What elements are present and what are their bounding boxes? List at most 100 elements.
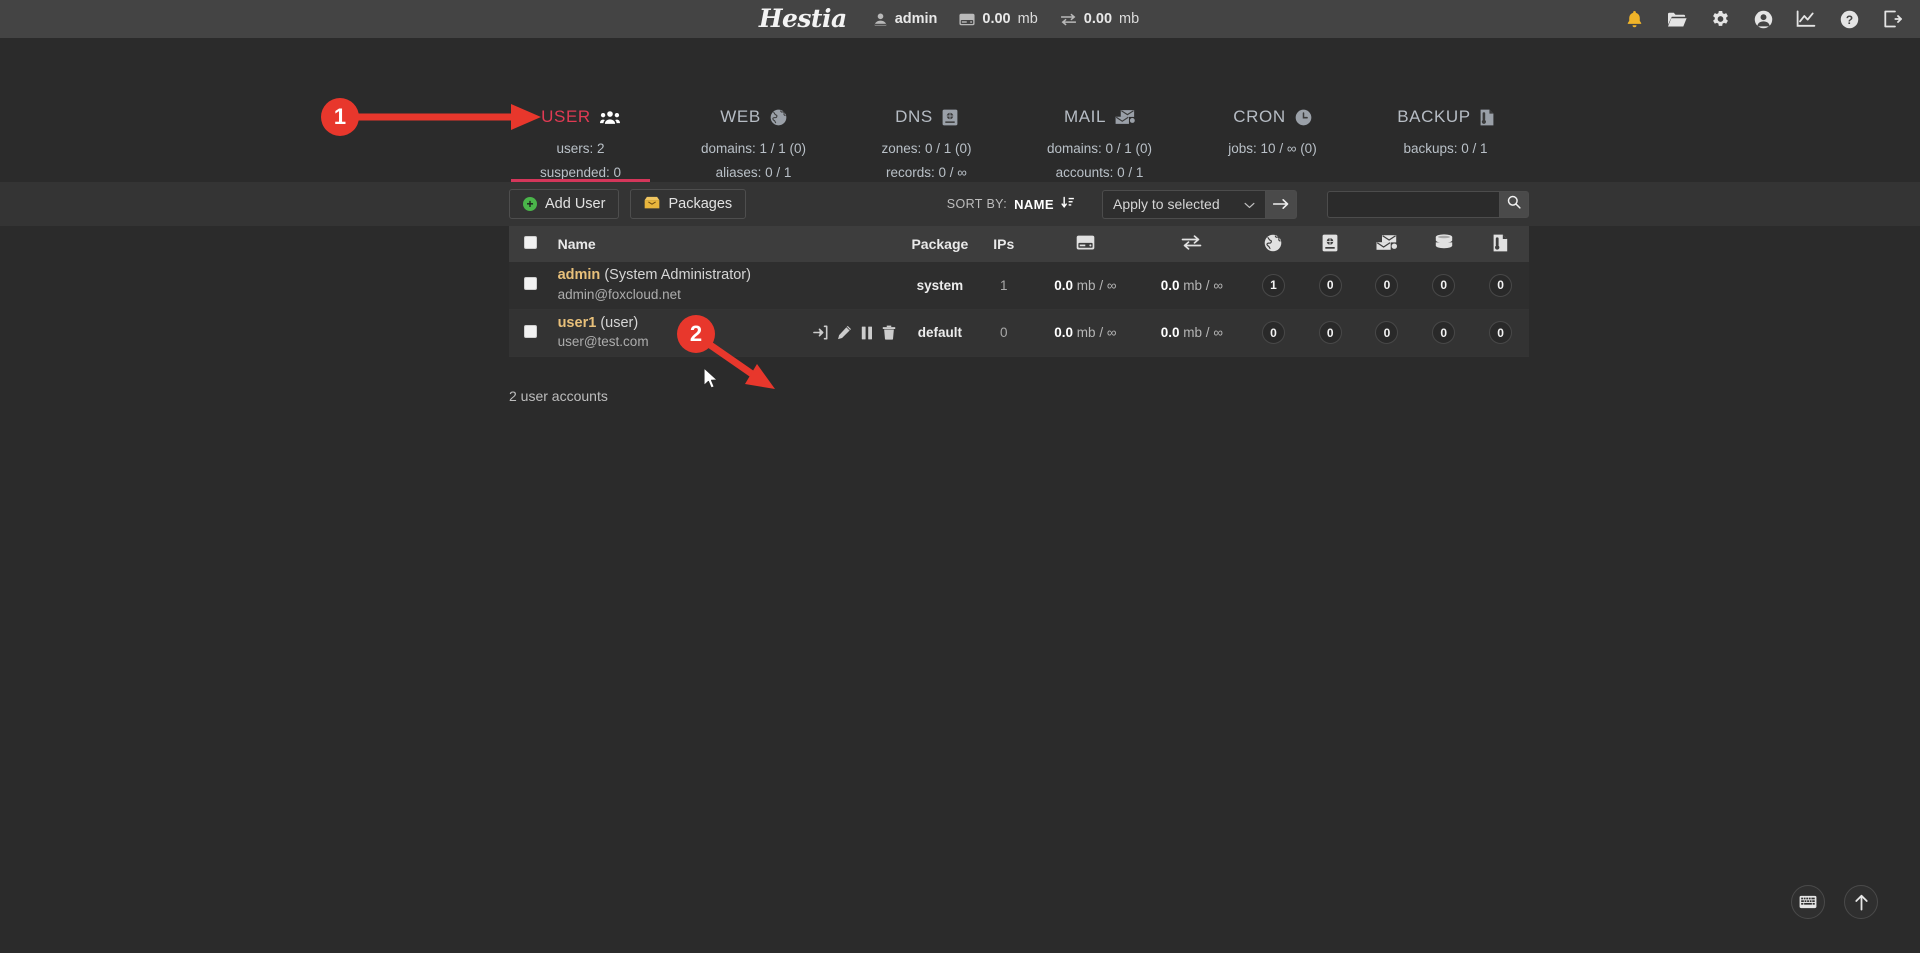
nav-item-mail-label: MAIL: [1063, 107, 1107, 126]
keyboard-shortcuts-icon[interactable]: [1791, 885, 1825, 919]
column-header-databases[interactable]: [1415, 226, 1472, 262]
column-header-web[interactable]: [1245, 226, 1302, 262]
row-username: user1: [557, 314, 597, 331]
add-user-label: Add User: [545, 196, 606, 212]
row-checkbox[interactable]: [523, 324, 537, 338]
row-checkbox[interactable]: [523, 277, 537, 291]
row-select-cell: [509, 262, 552, 309]
dns-server-icon: [942, 109, 958, 126]
top-bar-center-group: Hestia admin: [0, 0, 1920, 38]
nav-item-backup-stats: backups: 0 / 1: [1403, 137, 1487, 161]
disk-usage-icon: [959, 13, 975, 26]
nav-item-cron-stats: jobs: 10 / ∞ (0): [1228, 137, 1316, 161]
nav-item-web-label: WEB: [720, 107, 761, 126]
nav-item-backup[interactable]: BACKUP backups: 0 / 1: [1363, 51, 1528, 182]
row-web-count: 0: [1261, 321, 1285, 344]
column-header-dns[interactable]: [1302, 226, 1359, 262]
packages-button[interactable]: Packages: [630, 189, 747, 219]
topbar-bandwidth-unit: mb: [1119, 11, 1140, 27]
row-bandwidth-usage: 0.0 mb / ∞: [1160, 325, 1223, 340]
nav-item-web[interactable]: WEB domains: 1 / 1 (0) aliases: 0 / 1: [671, 51, 836, 182]
server-settings-gear-icon[interactable]: [1710, 9, 1730, 29]
users-group-icon: [599, 110, 620, 125]
suspend-pause-icon[interactable]: [861, 326, 873, 340]
select-all-header: [509, 226, 552, 262]
search-button[interactable]: [1499, 190, 1529, 218]
top-bar-actions: ?: [1624, 9, 1902, 29]
column-header-bandwidth[interactable]: [1139, 226, 1245, 262]
row-web-count: 1: [1261, 273, 1285, 297]
nav-item-cron[interactable]: CRON jobs: 10 / ∞ (0): [1190, 51, 1355, 182]
packages-label: Packages: [668, 196, 733, 212]
sort-direction-icon: [1061, 196, 1075, 213]
nav-item-mail-stats: domains: 0 / 1 (0) accounts: 0 / 1: [1047, 137, 1152, 184]
main-nav-panel: USER users: 2 suspended: 0: [0, 38, 1920, 182]
mail-icon: [1115, 109, 1135, 125]
nav-item-user-label: USER: [541, 107, 591, 126]
web-domains-stat: domains: 1 / 1 (0): [700, 141, 807, 156]
user-icon: [873, 12, 888, 27]
users-table-wrap: Name Package IPs: [0, 226, 1920, 404]
top-bar: Hestia admin: [0, 0, 1920, 38]
dns-records-stat: records: 0 / ∞: [886, 164, 967, 180]
row-ips: 1: [1000, 277, 1008, 293]
table-row[interactable]: admin (System Administrator) admin@foxcl…: [509, 262, 1529, 309]
delete-trash-icon[interactable]: [882, 325, 896, 340]
table-row[interactable]: user1 (user) user@test.com: [509, 309, 1529, 356]
row-databases-count: 0: [1432, 321, 1456, 344]
column-header-package[interactable]: Package: [911, 236, 969, 252]
nav-item-cron-title: CRON: [1233, 107, 1312, 127]
nav-item-user[interactable]: USER users: 2 suspended: 0: [498, 51, 663, 182]
apply-submit-button[interactable]: [1265, 189, 1297, 219]
apply-to-selected-select[interactable]: Apply to selected: [1102, 189, 1265, 219]
logout-icon[interactable]: [1882, 9, 1902, 29]
select-all-checkbox[interactable]: [523, 236, 537, 249]
row-username-line: user1 (user): [558, 314, 649, 334]
row-package-cell: system: [904, 262, 975, 309]
column-header-cron[interactable]: [1472, 226, 1529, 262]
nav-item-dns-title: DNS: [895, 107, 958, 127]
notifications-bell-icon[interactable]: [1624, 9, 1644, 29]
row-cron-cell: 0: [1472, 309, 1529, 356]
topbar-current-user[interactable]: admin: [873, 11, 937, 27]
mail-domains-stat: domains: 0 / 1 (0): [1046, 141, 1153, 156]
column-header-mail[interactable]: [1359, 226, 1416, 262]
row-ips-cell: 0: [975, 309, 1032, 356]
row-ips: 0: [1000, 325, 1008, 340]
row-ips-cell: 1: [975, 262, 1032, 309]
user-account-icon[interactable]: [1753, 9, 1773, 29]
row-fullname: (user): [600, 314, 639, 331]
nav-item-dns[interactable]: DNS zones: 0 / 1 (0) records: 0 / ∞: [844, 51, 1009, 182]
row-dns-count: 0: [1318, 321, 1342, 344]
add-user-button[interactable]: + Add User: [509, 189, 620, 219]
row-bandwidth-unit: mb: [1183, 325, 1203, 340]
row-disk-cell: 0.0 mb / ∞: [1032, 262, 1138, 309]
nav-item-mail[interactable]: MAIL domains: 0 / 1 (0) accounts: 0 / 1: [1017, 51, 1182, 182]
row-bandwidth-cell: 0.0 mb / ∞: [1139, 262, 1245, 309]
topbar-disk-stat: 0.00 mb: [959, 11, 1038, 27]
scroll-to-top-icon[interactable]: [1844, 885, 1878, 919]
row-disk-usage: 0.0 mb / ∞: [1054, 325, 1117, 340]
row-package: system: [916, 277, 964, 293]
login-as-user-icon[interactable]: [813, 325, 828, 340]
row-cron-count: 0: [1489, 321, 1513, 344]
row-hover-actions: [649, 325, 899, 340]
row-disk-limit: ∞: [1106, 277, 1117, 293]
statistics-chart-icon[interactable]: [1796, 9, 1816, 29]
row-bandwidth-unit: mb: [1183, 277, 1203, 293]
file-manager-folder-icon[interactable]: [1667, 9, 1687, 29]
search-input[interactable]: [1327, 190, 1499, 218]
web-aliases-stat: aliases: 0 / 1: [715, 164, 792, 180]
column-header-disk[interactable]: [1032, 226, 1138, 262]
column-header-name[interactable]: Name: [557, 236, 596, 252]
topbar-bandwidth-value: 0.00: [1083, 11, 1113, 27]
users-count-stat: users: 2: [556, 141, 605, 156]
row-databases-count: 0: [1432, 273, 1456, 297]
sort-by-control[interactable]: SORT BY: NAME: [947, 196, 1075, 213]
nav-item-backup-title: BACKUP: [1397, 107, 1494, 127]
column-header-ips[interactable]: IPs: [993, 236, 1015, 252]
help-question-icon[interactable]: ?: [1839, 9, 1859, 29]
edit-pencil-icon[interactable]: [837, 325, 852, 340]
row-cron-cell: 0: [1472, 262, 1529, 309]
hestia-logo[interactable]: Hestia: [758, 3, 847, 33]
